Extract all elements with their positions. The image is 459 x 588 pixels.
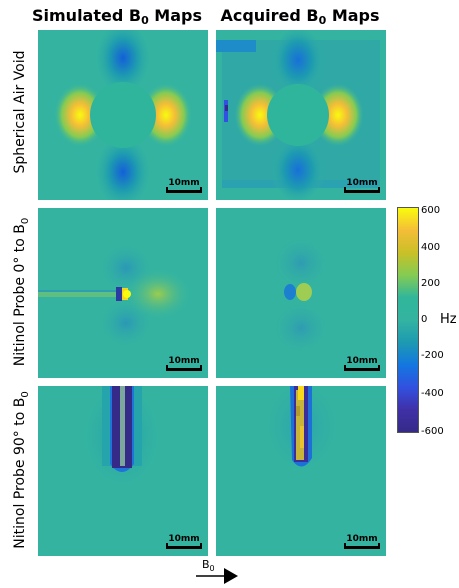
scale-bar: 10mm	[344, 534, 380, 550]
panel-acquired-probe-0deg: 10mm	[216, 208, 386, 378]
panel-simulated-probe-90deg: 10mm	[38, 386, 208, 556]
scale-bar: 10mm	[344, 356, 380, 372]
scale-bar: 10mm	[166, 356, 202, 372]
colorbar	[397, 207, 419, 433]
field-map-simulated-air-void	[38, 30, 208, 200]
row-label-probe-90deg: Nitinol Probe 90° to B0	[12, 391, 31, 549]
scale-bar: 10mm	[166, 178, 202, 194]
colorbar-tick-minus-600: -600	[421, 426, 444, 437]
field-map-simulated-probe-90deg	[38, 386, 208, 556]
field-map-acquired-probe-0deg	[216, 208, 386, 378]
panel-acquired-air-void: 10mm	[216, 30, 386, 200]
colorbar-tick-minus-200: -200	[421, 350, 444, 361]
row-label-spherical-air-void: Spherical Air Void	[12, 50, 28, 174]
field-map-acquired-probe-90deg	[216, 386, 386, 556]
row-label-probe-0deg: Nitinol Probe 0° to B0	[12, 217, 31, 367]
colorbar-tick-600: 600	[421, 205, 441, 216]
colorbar-tick-0: 0	[421, 314, 428, 325]
arrow-right-icon	[196, 568, 238, 584]
panel-simulated-air-void: 10mm	[38, 30, 208, 200]
panel-acquired-probe-90deg: 10mm	[216, 386, 386, 556]
column-title-simulated: Simulated B0 Maps	[32, 6, 202, 27]
field-direction-indicator: B0	[196, 558, 240, 584]
colorbar-tick-400: 400	[421, 242, 441, 253]
scale-bar: 10mm	[166, 534, 202, 550]
colorbar-tick-minus-400: -400	[421, 388, 444, 399]
column-title-acquired: Acquired B0 Maps	[220, 6, 380, 27]
colorbar-tick-200: 200	[421, 278, 441, 289]
scale-bar: 10mm	[344, 178, 380, 194]
colorbar-unit: Hz	[440, 312, 457, 327]
field-map-acquired-air-void	[216, 30, 386, 200]
panel-simulated-probe-0deg: 10mm	[38, 208, 208, 378]
field-map-simulated-probe-0deg	[38, 208, 208, 378]
